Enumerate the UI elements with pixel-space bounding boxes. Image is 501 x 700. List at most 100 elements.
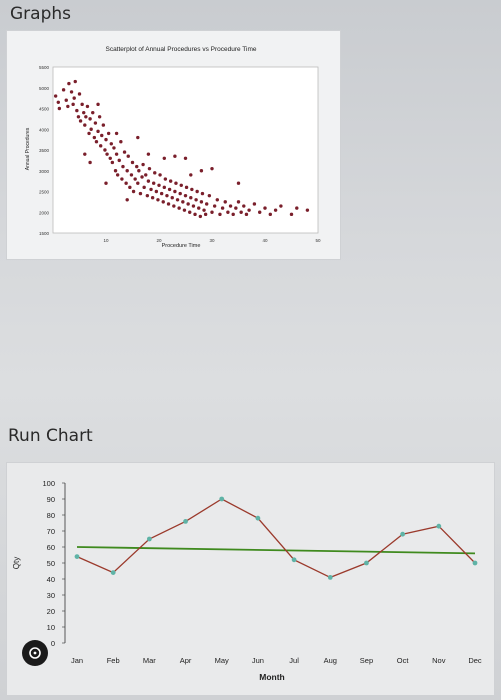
run-y-axis-label: Qty bbox=[12, 557, 21, 569]
scatter-point bbox=[236, 200, 241, 204]
scatter-point bbox=[188, 210, 192, 214]
scatter-point bbox=[137, 169, 141, 173]
scatter-point bbox=[109, 142, 114, 146]
scatter-point bbox=[226, 210, 230, 214]
scatter-point bbox=[200, 191, 205, 196]
scatter-point bbox=[85, 104, 90, 109]
run-x-tick-label: Dec bbox=[468, 656, 482, 665]
scatter-point bbox=[96, 129, 100, 134]
scatter-point bbox=[153, 171, 157, 175]
scatter-point bbox=[106, 131, 111, 136]
scatter-point bbox=[228, 204, 233, 208]
scatter-point bbox=[207, 193, 212, 198]
run-x-tick-label: Oct bbox=[397, 656, 410, 665]
scatter-point bbox=[145, 193, 150, 198]
run-data-point bbox=[219, 496, 225, 502]
scatter-point bbox=[75, 108, 79, 113]
scatter-point bbox=[96, 102, 100, 107]
run-data-point bbox=[400, 531, 406, 537]
chat-bubble-icon bbox=[29, 647, 41, 659]
scatter-point bbox=[157, 183, 161, 187]
scatter-point bbox=[258, 210, 262, 214]
run-y-tick-label: 60 bbox=[47, 543, 55, 552]
scatter-point bbox=[80, 102, 84, 107]
scatter-point bbox=[110, 160, 115, 165]
scatter-point bbox=[268, 212, 272, 217]
graphs-section-title: Graphs bbox=[10, 4, 72, 24]
run-data-point bbox=[146, 536, 152, 542]
scatter-point bbox=[101, 123, 106, 127]
run-x-tick-label: Jun bbox=[252, 656, 264, 665]
run-y-tick-label: 10 bbox=[47, 623, 55, 632]
scatter-plot-area bbox=[52, 66, 319, 234]
scatter-point bbox=[273, 208, 278, 212]
scatter-point bbox=[72, 96, 76, 100]
scatter-y-tick-label: 2500 bbox=[39, 190, 50, 195]
scatter-point bbox=[73, 79, 77, 84]
scatter-point bbox=[159, 191, 164, 196]
run-y-tick-label: 70 bbox=[47, 527, 55, 536]
scatter-point bbox=[161, 200, 165, 204]
scatter-point bbox=[115, 173, 120, 177]
scatter-y-tick-label: 2000 bbox=[39, 210, 50, 215]
scatter-point bbox=[135, 164, 139, 169]
scatter-y-ticks: 1500 2000 2500 3000 3500 4000 4500 5000 5500 bbox=[39, 65, 50, 236]
scatter-point bbox=[108, 156, 112, 160]
scatter-point bbox=[167, 187, 172, 192]
run-series bbox=[74, 496, 478, 580]
scatter-x-tick-label: 20 bbox=[156, 238, 162, 243]
run-x-tick-label: Jul bbox=[289, 656, 299, 665]
scatter-point bbox=[100, 133, 104, 138]
scatter-point bbox=[146, 152, 151, 156]
scatter-point bbox=[66, 104, 70, 109]
scatter-point bbox=[136, 135, 140, 140]
run-median-line-segment bbox=[76, 546, 476, 555]
scatter-x-ticks: 10 20 30 40 50 bbox=[103, 238, 321, 243]
scatter-point bbox=[103, 148, 107, 152]
scatter-y-tick-label: 3000 bbox=[39, 169, 50, 174]
run-data-point bbox=[436, 523, 442, 529]
scatter-point bbox=[183, 193, 188, 198]
scatter-point bbox=[125, 198, 129, 202]
scatter-point bbox=[183, 156, 188, 160]
scatter-point bbox=[191, 204, 196, 208]
scatter-point bbox=[93, 121, 98, 125]
scatter-point bbox=[53, 94, 58, 98]
scatter-point bbox=[144, 173, 148, 177]
scatter-chart: Scatterplot of Annual Procedures vs Proc… bbox=[25, 46, 321, 249]
scatter-point bbox=[218, 212, 222, 217]
scatter-point bbox=[104, 137, 108, 142]
scatter-point bbox=[147, 166, 152, 171]
scatter-point bbox=[173, 189, 177, 194]
scatter-point bbox=[190, 187, 194, 192]
scatter-point bbox=[122, 150, 127, 154]
scatter-point bbox=[234, 206, 238, 210]
run-y-tick-label: 100 bbox=[42, 479, 55, 488]
scatter-point bbox=[279, 204, 283, 208]
scatter-point bbox=[113, 169, 118, 173]
scatter-point bbox=[231, 212, 235, 217]
scatter-point bbox=[136, 181, 140, 185]
scatter-point bbox=[177, 206, 181, 210]
run-data-point bbox=[472, 560, 478, 566]
scatter-point bbox=[239, 210, 243, 214]
scatter-point bbox=[244, 212, 249, 217]
run-y-tick-label: 20 bbox=[47, 607, 55, 616]
scatter-x-tick-label: 30 bbox=[209, 238, 215, 243]
scatter-point bbox=[184, 185, 189, 190]
chat-help-button[interactable] bbox=[22, 640, 48, 666]
scatter-point bbox=[129, 173, 134, 177]
scatter-point bbox=[168, 179, 173, 183]
scatter-point bbox=[179, 183, 183, 187]
scatter-point bbox=[175, 198, 180, 202]
scatter-point bbox=[252, 202, 257, 206]
run-chart-panel: Qty Month 100 90 80 70 60 50 40 30 20 10 0 Jan Feb M… bbox=[6, 462, 495, 696]
scatter-point bbox=[124, 181, 128, 185]
scatter-point bbox=[128, 185, 132, 190]
run-x-tick-label: Nov bbox=[432, 656, 446, 665]
scatter-points bbox=[53, 79, 310, 219]
scatter-x-axis-label: Procedure Time bbox=[162, 243, 201, 249]
scatter-point bbox=[158, 173, 162, 177]
